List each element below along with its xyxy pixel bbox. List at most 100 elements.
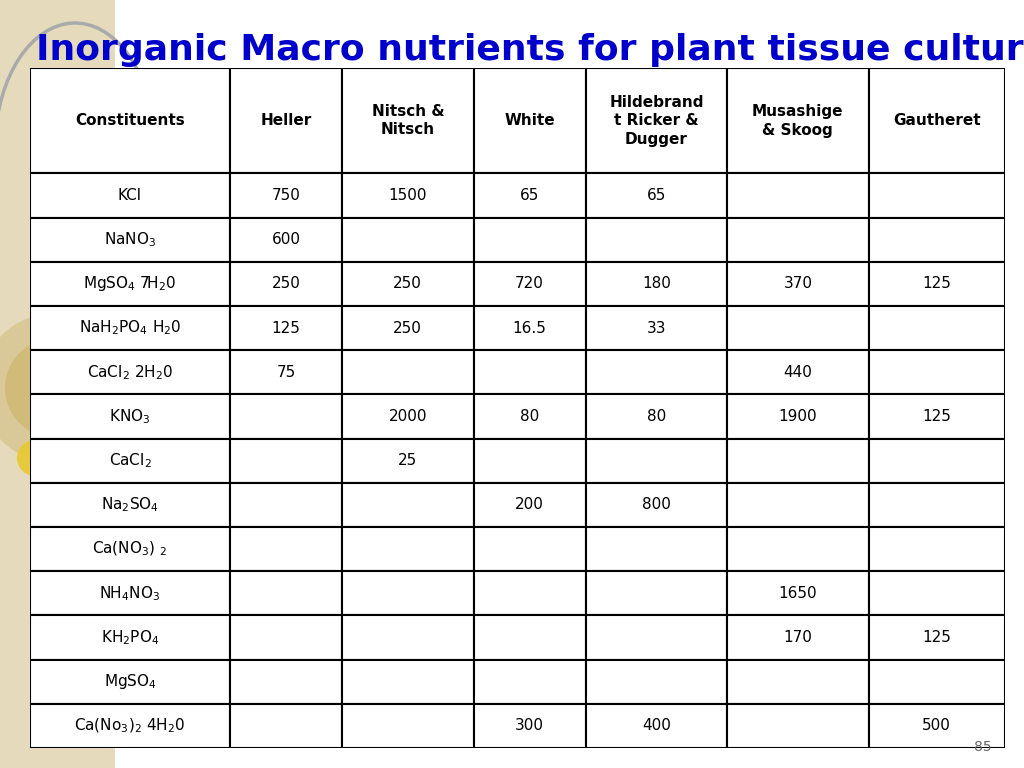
Bar [727, 174, 868, 217]
Bar [586, 660, 727, 703]
Text: 600: 600 [271, 232, 300, 247]
Text: 75: 75 [276, 365, 296, 380]
Bar [30, 660, 229, 703]
Bar [868, 174, 1005, 217]
Text: 1900: 1900 [778, 409, 817, 424]
Bar [30, 217, 229, 262]
Bar [229, 571, 342, 615]
Bar [229, 262, 342, 306]
Bar [586, 68, 727, 174]
Bar [586, 571, 727, 615]
Text: 180: 180 [642, 276, 671, 291]
Circle shape [5, 338, 105, 438]
Text: MgSO$_4$: MgSO$_4$ [103, 672, 157, 691]
Bar [586, 615, 727, 660]
Bar [229, 350, 342, 395]
Bar [342, 350, 474, 395]
Text: 80: 80 [520, 409, 540, 424]
Bar [30, 439, 229, 483]
Bar [586, 483, 727, 527]
Bar [30, 262, 229, 306]
Text: CaCl$_2$ 2H$_2$0: CaCl$_2$ 2H$_2$0 [87, 363, 173, 382]
Bar [586, 350, 727, 395]
Text: Na$_2$SO$_4$: Na$_2$SO$_4$ [101, 495, 159, 515]
Bar [727, 615, 868, 660]
Text: 65: 65 [520, 188, 540, 203]
Text: NH$_4$NO$_3$: NH$_4$NO$_3$ [99, 584, 161, 603]
Bar [229, 527, 342, 571]
Bar [229, 217, 342, 262]
Bar [727, 660, 868, 703]
Text: 65: 65 [647, 188, 667, 203]
Bar [474, 395, 586, 439]
Bar [474, 571, 586, 615]
Text: 125: 125 [271, 320, 300, 336]
Text: NaH$_2$PO$_4$ H$_2$0: NaH$_2$PO$_4$ H$_2$0 [79, 319, 181, 337]
Bar [474, 350, 586, 395]
Text: KH$_2$PO$_4$: KH$_2$PO$_4$ [100, 628, 159, 647]
Text: Gautheret: Gautheret [893, 113, 981, 128]
Text: 125: 125 [923, 630, 951, 645]
Text: KNO$_3$: KNO$_3$ [110, 407, 151, 425]
Text: 720: 720 [515, 276, 544, 291]
Text: 400: 400 [642, 718, 671, 733]
Bar [474, 217, 586, 262]
Text: KCl: KCl [118, 188, 142, 203]
Bar [30, 615, 229, 660]
Text: 500: 500 [923, 718, 951, 733]
Text: 33: 33 [647, 320, 667, 336]
Bar [30, 395, 229, 439]
Text: 2000: 2000 [388, 409, 427, 424]
Bar [342, 703, 474, 748]
Bar [474, 262, 586, 306]
Text: CaCl$_2$: CaCl$_2$ [109, 452, 152, 470]
Text: 200: 200 [515, 498, 544, 512]
Bar [727, 68, 868, 174]
Text: 750: 750 [271, 188, 300, 203]
Bar [868, 660, 1005, 703]
Bar [342, 395, 474, 439]
Bar [30, 571, 229, 615]
Bar [30, 68, 229, 174]
Bar [474, 615, 586, 660]
Circle shape [0, 313, 130, 463]
Bar [229, 615, 342, 660]
Bar [586, 306, 727, 350]
Bar [474, 439, 586, 483]
Text: Ca(No$_3$)$_2$ 4H$_2$0: Ca(No$_3$)$_2$ 4H$_2$0 [74, 717, 185, 735]
Bar [868, 527, 1005, 571]
Bar [229, 68, 342, 174]
Text: Musashige
& Skoog: Musashige & Skoog [752, 104, 844, 137]
Bar [30, 703, 229, 748]
Bar [229, 439, 342, 483]
Bar [868, 483, 1005, 527]
Text: Nitsch &
Nitsch: Nitsch & Nitsch [372, 104, 444, 137]
Bar [868, 395, 1005, 439]
Bar [727, 306, 868, 350]
Text: Inorganic Macro nutrients for plant tissue cultures: Inorganic Macro nutrients for plant tiss… [36, 33, 1024, 67]
Circle shape [17, 440, 53, 476]
Bar [727, 571, 868, 615]
Bar [342, 660, 474, 703]
Bar [30, 174, 229, 217]
Bar [342, 571, 474, 615]
Bar [727, 483, 868, 527]
Bar [727, 217, 868, 262]
Text: NaNO$_3$: NaNO$_3$ [103, 230, 156, 249]
Bar [30, 350, 229, 395]
Text: 1650: 1650 [778, 586, 817, 601]
Bar [229, 306, 342, 350]
Text: 370: 370 [783, 276, 812, 291]
Text: 25: 25 [398, 453, 418, 468]
Text: 1500: 1500 [388, 188, 427, 203]
Bar [868, 217, 1005, 262]
Bar [30, 483, 229, 527]
Text: 440: 440 [783, 365, 812, 380]
Bar [229, 660, 342, 703]
Bar [727, 395, 868, 439]
Bar [727, 262, 868, 306]
Bar [342, 615, 474, 660]
Bar [586, 703, 727, 748]
Text: MgSO$_4$ 7H$_2$0: MgSO$_4$ 7H$_2$0 [83, 274, 176, 293]
Bar [586, 217, 727, 262]
